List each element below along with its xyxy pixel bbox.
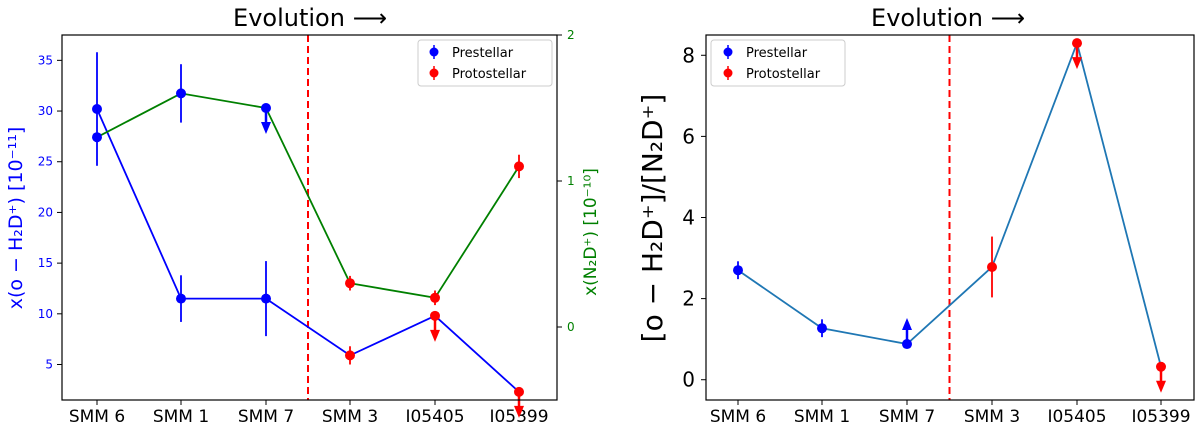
series-ratio-upper-limit-head (1072, 57, 1082, 70)
series-o-h2d-line (96, 108, 520, 393)
series-ratio-point (817, 323, 827, 334)
series-ratio-point (1156, 361, 1166, 372)
y-left-tick-label: 5 (45, 358, 53, 372)
legend-prestellar-label: Prestellar (452, 46, 514, 61)
chart-right-title: Evolution ⟶ (871, 4, 1025, 32)
x-tick-label: SMM 1 (153, 407, 209, 427)
series-n2d-point (514, 161, 524, 172)
y-left-tick-label: 25 (38, 155, 53, 169)
series-ratio-line (737, 40, 1162, 367)
chart-left-ylabel-left: x(o − H₂D⁺) [10⁻¹¹] (5, 127, 27, 310)
y-left-tick-label: 15 (38, 256, 53, 270)
series-n2d-point (430, 292, 440, 303)
series-ratio-lower-limit-head (902, 318, 912, 331)
y-left-tick-label: 35 (38, 53, 53, 67)
y-tick-label: 8 (682, 43, 695, 67)
y-tick-label: 2 (682, 287, 695, 311)
x-tick-label: SMM 3 (964, 407, 1020, 427)
chart-left-legend: Prestellar Protostellar (417, 39, 553, 87)
chart-right-legend: Prestellar Protostellar (710, 39, 846, 87)
y-tick-label: 0 (682, 368, 695, 392)
x-tick-label: I05399 (1131, 407, 1190, 427)
legend-prestellar-marker (429, 47, 439, 57)
legend-protostellar-marker (723, 68, 733, 78)
chart-right-ylabel: [o − H₂D⁺]/[N₂D⁺] (636, 94, 669, 343)
chart-right: Evolution ⟶ [o − H₂D⁺]/[N₂D⁺] 0 2 4 6 8 SMM 6… (636, 4, 1195, 427)
series-o-h2d-upper-limit-head (514, 405, 524, 418)
y-tick-label: 6 (682, 124, 695, 148)
x-tick-label: SMM 7 (879, 407, 935, 427)
chart-left-plot: 5 10 15 20 25 30 35 0 1 2 SMM 6 SMM 1 SMM 7 SMM 3 I054… (38, 28, 575, 427)
y-left-tick-label: 20 (38, 205, 53, 219)
chart-left-frame (61, 34, 558, 401)
series-n2d-point (176, 88, 186, 99)
series-o-h2d-point (176, 293, 186, 304)
chart-right-frame (705, 34, 1195, 401)
series-ratio-point (902, 339, 912, 350)
x-tick-label: I05405 (405, 407, 464, 427)
chart-left: Evolution ⟶ x(o − H₂D⁺) [10⁻¹¹] x(N₂D⁺) … (5, 4, 601, 427)
x-tick-label: I05405 (1047, 407, 1106, 427)
series-o-h2d-point (514, 386, 524, 397)
chart-right-plot: 0 2 4 6 8 SMM 6 SMM 1 SMM 7 SMM 3 I05405 I05399 (682, 35, 1191, 427)
y-right-tick-label: 0 (567, 320, 575, 334)
x-tick-label: SMM 6 (710, 407, 766, 427)
series-o-h2d-point (345, 350, 355, 361)
y-right-tick-label: 1 (567, 174, 575, 188)
y-left-tick-label: 10 (38, 307, 53, 321)
x-tick-label: SMM 3 (322, 407, 378, 427)
legend-prestellar-label: Prestellar (746, 46, 808, 61)
series-n2d-point (345, 278, 355, 289)
x-tick-label: SMM 6 (69, 407, 125, 427)
x-tick-label: SMM 7 (238, 407, 294, 427)
series-n2d-line (96, 92, 520, 299)
series-ratio-point (733, 265, 743, 276)
chart-left-ylabel-right: x(N₂D⁺) [10⁻¹⁰] (581, 168, 601, 296)
series-o-h2d-point (261, 293, 271, 304)
series-ratio-point (1072, 38, 1082, 49)
y-right-tick-label: 2 (567, 28, 575, 42)
series-ratio-upper-limit-head (1156, 380, 1166, 393)
x-tick-label: SMM 1 (794, 407, 850, 427)
legend-protostellar-label: Protostellar (746, 67, 821, 82)
series-n2d-point (261, 103, 271, 113)
series-ratio-point (987, 261, 997, 272)
series-o-h2d-point (430, 310, 440, 321)
series-n2d-upper-limit-head (261, 122, 271, 134)
legend-protostellar-marker (429, 68, 439, 78)
y-left-tick-label: 30 (38, 104, 53, 118)
y-tick-label: 4 (682, 206, 695, 230)
legend-box (417, 39, 553, 87)
series-o-h2d-upper-limit-head (430, 329, 440, 342)
chart-left-title: Evolution ⟶ (233, 4, 387, 32)
series-o-h2d-point (92, 104, 102, 115)
series-n2d-point (92, 132, 102, 143)
legend-prestellar-marker (723, 47, 733, 57)
legend-protostellar-label: Protostellar (452, 67, 527, 82)
legend-box (710, 39, 846, 87)
